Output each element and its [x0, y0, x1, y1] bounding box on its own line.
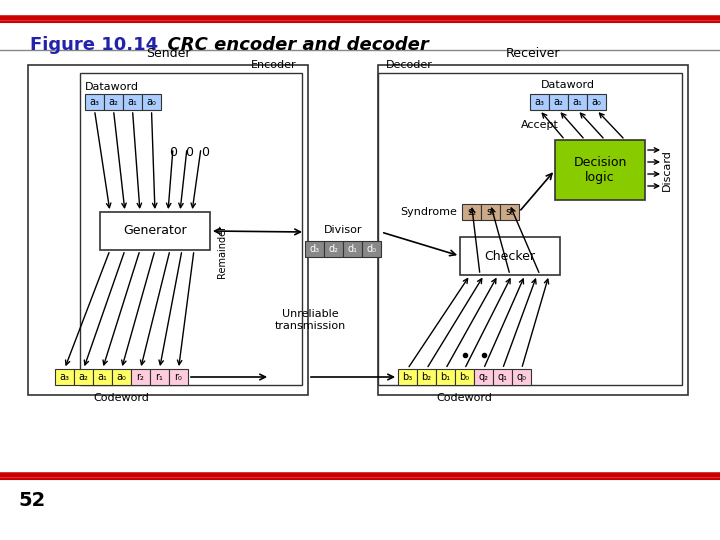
FancyBboxPatch shape: [455, 369, 474, 385]
Text: Accept: Accept: [521, 120, 559, 130]
Text: a₃: a₃: [60, 372, 70, 382]
FancyBboxPatch shape: [93, 369, 112, 385]
FancyBboxPatch shape: [104, 94, 123, 110]
FancyBboxPatch shape: [587, 94, 606, 110]
FancyBboxPatch shape: [112, 369, 131, 385]
Text: Encoder: Encoder: [251, 60, 297, 70]
Text: q₀: q₀: [516, 372, 526, 382]
FancyBboxPatch shape: [474, 369, 493, 385]
Text: a₁: a₁: [98, 372, 107, 382]
FancyBboxPatch shape: [131, 369, 150, 385]
FancyBboxPatch shape: [85, 94, 104, 110]
Text: b₀: b₀: [459, 372, 469, 382]
Text: Decoder: Decoder: [386, 60, 433, 70]
Text: d₁: d₁: [348, 244, 358, 254]
FancyBboxPatch shape: [500, 204, 519, 220]
FancyBboxPatch shape: [362, 241, 381, 257]
Text: a₀: a₀: [592, 97, 601, 107]
Text: b₂: b₂: [421, 372, 431, 382]
Text: a₂: a₂: [109, 97, 118, 107]
Text: Codeword: Codeword: [436, 393, 492, 403]
Text: Syndrome: Syndrome: [400, 207, 457, 217]
Text: r₁: r₁: [156, 372, 163, 382]
FancyBboxPatch shape: [512, 369, 531, 385]
FancyBboxPatch shape: [417, 369, 436, 385]
FancyBboxPatch shape: [74, 369, 93, 385]
Text: Generator: Generator: [123, 225, 186, 238]
Text: a₂: a₂: [78, 372, 89, 382]
Text: a₁: a₁: [572, 97, 582, 107]
FancyBboxPatch shape: [398, 369, 417, 385]
FancyBboxPatch shape: [460, 237, 560, 275]
Text: a₁: a₁: [127, 97, 138, 107]
Text: Codeword: Codeword: [94, 393, 150, 403]
Text: a₂: a₂: [554, 97, 564, 107]
FancyBboxPatch shape: [378, 65, 688, 395]
Text: s₂: s₂: [467, 207, 476, 217]
Text: r₀: r₀: [174, 372, 182, 382]
Text: 0  0  0: 0 0 0: [170, 145, 210, 159]
Text: q₂: q₂: [479, 372, 488, 382]
FancyBboxPatch shape: [568, 94, 587, 110]
Text: 52: 52: [18, 491, 45, 510]
Text: s₀: s₀: [505, 207, 514, 217]
Text: b₁: b₁: [441, 372, 451, 382]
FancyBboxPatch shape: [142, 94, 161, 110]
FancyBboxPatch shape: [55, 369, 74, 385]
FancyBboxPatch shape: [343, 241, 362, 257]
Text: Sender: Sender: [145, 47, 190, 60]
Text: a₀: a₀: [147, 97, 156, 107]
Text: d₀: d₀: [366, 244, 377, 254]
FancyBboxPatch shape: [123, 94, 142, 110]
FancyBboxPatch shape: [150, 369, 169, 385]
FancyBboxPatch shape: [462, 204, 481, 220]
Text: r₂: r₂: [137, 372, 145, 382]
Text: q₁: q₁: [498, 372, 508, 382]
FancyBboxPatch shape: [305, 241, 324, 257]
FancyBboxPatch shape: [493, 369, 512, 385]
Text: Discard: Discard: [662, 149, 672, 191]
FancyBboxPatch shape: [100, 212, 210, 250]
FancyBboxPatch shape: [481, 204, 500, 220]
Text: Decision
logic: Decision logic: [573, 156, 626, 184]
FancyBboxPatch shape: [378, 73, 682, 385]
FancyBboxPatch shape: [169, 369, 188, 385]
Text: Unreliable
transmission: Unreliable transmission: [274, 309, 346, 331]
Text: Remainder: Remainder: [217, 225, 227, 278]
Text: Dataword: Dataword: [85, 82, 139, 92]
Text: Dataword: Dataword: [541, 80, 595, 90]
Text: d₂: d₂: [328, 244, 338, 254]
FancyBboxPatch shape: [530, 94, 549, 110]
FancyBboxPatch shape: [549, 94, 568, 110]
Text: a₀: a₀: [117, 372, 127, 382]
FancyBboxPatch shape: [436, 369, 455, 385]
Text: s₁: s₁: [486, 207, 495, 217]
Text: CRC encoder and decoder: CRC encoder and decoder: [155, 36, 428, 54]
Text: a₃: a₃: [89, 97, 99, 107]
FancyBboxPatch shape: [555, 140, 645, 200]
Text: Figure 10.14: Figure 10.14: [30, 36, 158, 54]
FancyBboxPatch shape: [324, 241, 343, 257]
Text: d₃: d₃: [310, 244, 320, 254]
Text: Divisor: Divisor: [324, 225, 362, 235]
FancyBboxPatch shape: [28, 65, 308, 395]
FancyBboxPatch shape: [80, 73, 302, 385]
Text: Checker: Checker: [485, 249, 536, 262]
Text: Receiver: Receiver: [505, 47, 560, 60]
Text: b₃: b₃: [402, 372, 413, 382]
Text: a₃: a₃: [534, 97, 544, 107]
